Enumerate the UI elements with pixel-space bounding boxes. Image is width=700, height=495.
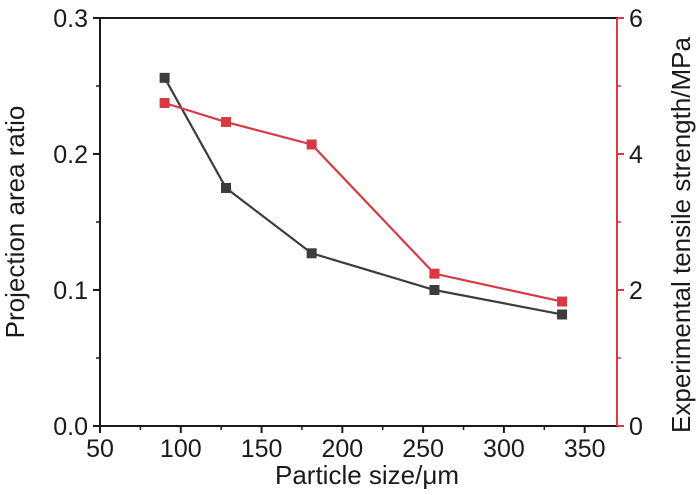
x-tick-label: 200 [321, 435, 363, 463]
x-tick-label: 350 [564, 435, 606, 463]
y-left-tick-label: 0.2 [53, 141, 88, 169]
y-left-tick-label: 0.0 [53, 413, 88, 441]
x-tick-label: 300 [483, 435, 525, 463]
x-axis-title: Particle size/μm [275, 460, 459, 490]
x-tick-label: 50 [86, 435, 114, 463]
y-right-tick-label: 0 [629, 413, 643, 441]
y-right-tick-label: 4 [629, 141, 643, 169]
series-1-point [429, 285, 440, 295]
series-layer [159, 72, 568, 320]
series-2-point [306, 139, 317, 150]
x-tick-label: 250 [402, 435, 444, 463]
ticks-layer: 50 100 150 200 250 300 350 0.0 0.1 0.2 0.3 0 2 4 6 [53, 5, 643, 463]
series-1-point [159, 72, 170, 83]
series-2-point [221, 117, 232, 128]
series-1-point [306, 248, 317, 259]
y-left-tick-label: 0.1 [53, 277, 88, 305]
plot-frame [99, 17, 618, 427]
series-2-line [164, 101, 563, 303]
series-1-point [557, 309, 568, 320]
y-axis-left-title: Projection area ratio [0, 106, 30, 339]
x-tick-label: 150 [241, 435, 283, 463]
series-2-point [429, 268, 440, 279]
series-2-point [159, 98, 170, 108]
series-1-point [221, 183, 232, 193]
series-1-line [163, 77, 563, 316]
y-left-tick-label: 0.3 [53, 5, 88, 33]
y-right-tick-label: 6 [629, 5, 643, 33]
y-right-tick-label: 2 [629, 277, 643, 305]
y-axis-right-title: Experimental tensile strength/MPa [666, 36, 696, 433]
series-2-point [557, 296, 568, 307]
x-tick-label: 100 [160, 435, 202, 463]
